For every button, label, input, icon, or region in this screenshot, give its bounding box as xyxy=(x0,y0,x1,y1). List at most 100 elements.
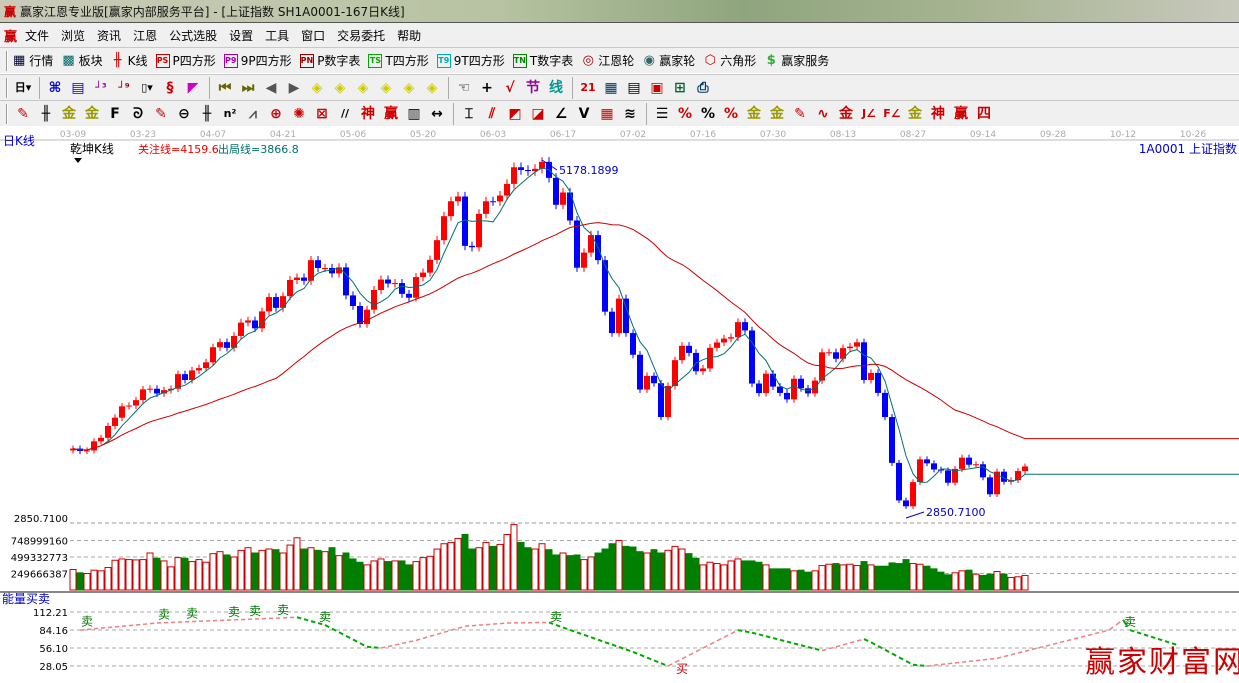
menu-item[interactable]: 资讯 xyxy=(97,28,122,43)
calculator-icon[interactable]: ▦ xyxy=(604,79,618,96)
toolbar-t-number-table-button[interactable]: TN T数字表 xyxy=(512,52,573,69)
gold-1-icon[interactable]: 金 xyxy=(62,105,76,122)
toolbar-winner-wheel-button[interactable]: ◉ 赢家轮 xyxy=(642,52,696,69)
gold-angle-icon[interactable]: 金 xyxy=(908,105,922,122)
zoom-left-icon[interactable]: ◈ xyxy=(311,79,323,96)
ying-angle-icon[interactable]: 赢 xyxy=(954,105,968,122)
next-icon[interactable]: ▶ xyxy=(288,79,300,96)
levels-icon[interactable]: ☰ xyxy=(655,105,669,122)
toolbar-p-number-table-button[interactable]: PN P数字表 xyxy=(299,52,360,69)
width-icon[interactable]: ↔ xyxy=(431,105,443,122)
menu-item[interactable]: 江恩 xyxy=(133,28,158,43)
angle-icon[interactable]: // xyxy=(340,106,350,120)
grid2-icon[interactable]: ▦ xyxy=(600,105,614,122)
indicator-3-icon[interactable]: ┘³ xyxy=(95,80,107,94)
toolbar-t-square-button[interactable]: TS T四方形 xyxy=(368,52,429,69)
toolbar-grip[interactable] xyxy=(6,50,8,71)
gann-fan-icon[interactable]: ∠ xyxy=(554,105,568,122)
zoom-out-icon[interactable]: ◈ xyxy=(426,79,438,96)
toolbar-quotes-button[interactable]: ▦ 行情 xyxy=(12,52,53,69)
n2-icon[interactable]: n² xyxy=(223,106,237,120)
si-angle-icon[interactable]: 四 xyxy=(977,105,991,122)
wave-icon[interactable]: ∿ xyxy=(817,105,829,122)
candle-type-icon[interactable]: ▯▾ xyxy=(141,80,153,94)
network-icon[interactable]: ⊞ xyxy=(674,79,686,96)
zoom-in-icon[interactable]: ◈ xyxy=(403,79,415,96)
target-icon[interactable]: ⊕ xyxy=(270,105,282,122)
toolbar-winner-service-button[interactable]: $ 赢家服务 xyxy=(764,52,830,69)
parallel-icon[interactable]: ╫ xyxy=(41,105,51,122)
circle-icon[interactable]: ⊖ xyxy=(178,105,190,122)
kline-chart[interactable]: 03-09 03-23 04-07 04-21 05-06 05-20 06-03 06-17… xyxy=(0,127,1239,683)
j-angle-icon[interactable]: J∠ xyxy=(862,106,876,120)
color-set-icon[interactable]: § xyxy=(166,79,174,96)
menu-item[interactable]: 帮助 xyxy=(397,28,422,43)
shen-angle-icon[interactable]: 神 xyxy=(931,105,945,122)
menu-item[interactable]: 文件 xyxy=(25,28,50,43)
gold-levels-icon[interactable]: 金 xyxy=(770,105,784,122)
menu-item[interactable]: 设置 xyxy=(229,28,254,43)
f-angle-icon[interactable]: F∠ xyxy=(883,106,901,120)
zoom-h-icon[interactable]: ◈ xyxy=(357,79,369,96)
gann-box2-icon[interactable]: ◪ xyxy=(531,105,545,122)
notes-icon[interactable]: ▤ xyxy=(71,79,85,96)
pen-icon[interactable]: ✎ xyxy=(17,105,29,122)
hand-icon[interactable]: ☜ xyxy=(457,79,471,96)
ying-icon[interactable]: 赢 xyxy=(384,105,398,122)
section-icon[interactable]: 节 xyxy=(526,79,540,96)
percent-icon[interactable]: % xyxy=(700,105,716,122)
menu-item[interactable]: 交易委托 xyxy=(337,28,386,43)
trend-icon[interactable]: √ xyxy=(505,79,515,96)
spiral-icon[interactable]: ᘐ xyxy=(133,105,143,122)
report-icon[interactable]: ▤ xyxy=(627,79,641,96)
radial-icon[interactable]: ✺ xyxy=(293,105,305,122)
printer-icon[interactable]: ⎙ xyxy=(697,79,709,96)
menu-item[interactable]: 窗口 xyxy=(301,28,326,43)
indicator-name[interactable]: 乾坤K线 xyxy=(70,141,114,156)
crosshair-icon[interactable]: + xyxy=(481,79,493,96)
gold-red-icon[interactable]: 金 xyxy=(839,105,853,122)
gold-2-icon[interactable]: 金 xyxy=(85,105,99,122)
marker-icon[interactable]: ✎ xyxy=(155,105,167,122)
calendar-icon[interactable]: 21 xyxy=(580,80,596,94)
menu-item[interactable]: 浏览 xyxy=(61,28,86,43)
gann-box-icon[interactable]: ◩ xyxy=(508,105,522,122)
toolbar-grip[interactable] xyxy=(6,103,8,124)
pencil-levels-icon[interactable]: ✎ xyxy=(794,105,806,122)
fan-icon[interactable]: ⩘ xyxy=(249,105,257,122)
toolbar-hexagon-button[interactable]: ⬡ 六角形 xyxy=(703,52,757,69)
gold-circle-icon[interactable]: 金 xyxy=(747,105,761,122)
frame-icon[interactable]: ⌶ xyxy=(464,105,474,122)
toolbar-sector-button[interactable]: ▩ 板块 xyxy=(61,52,102,69)
multi-line-icon[interactable]: ≋ xyxy=(624,105,636,122)
toolbar-kline-button[interactable]: ╫ K线 xyxy=(111,52,148,69)
ruler-icon[interactable]: ▥ xyxy=(407,105,421,122)
shen-icon[interactable]: 神 xyxy=(361,105,375,122)
line-mode-icon[interactable]: 线 xyxy=(549,79,563,96)
percent-line-icon[interactable]: % xyxy=(677,105,693,122)
grid-icon[interactable]: ╫ xyxy=(202,105,212,122)
toolbar-9p-square-button[interactable]: P9 9P四方形 xyxy=(223,52,292,69)
save-icon[interactable]: ▣ xyxy=(650,79,664,96)
menu-item[interactable]: 公式选股 xyxy=(169,28,218,43)
box-icon[interactable]: ⊠ xyxy=(316,105,328,122)
prev-icon[interactable]: ◀ xyxy=(265,79,277,96)
indicator-9-icon[interactable]: ┘⁹ xyxy=(118,80,130,94)
v-line-icon[interactable]: V xyxy=(578,105,590,122)
toolbar-p-square-button[interactable]: PS P四方形 xyxy=(155,52,216,69)
toolbar-gann-wheel-button[interactable]: ◎ 江恩轮 xyxy=(581,52,635,69)
toolbar-9t-square-button[interactable]: T9 9T四方形 xyxy=(436,52,505,69)
zoom-right-icon[interactable]: ◈ xyxy=(334,79,346,96)
fib-icon[interactable]: F xyxy=(110,105,120,122)
last-icon[interactable]: ⏭ xyxy=(241,79,255,96)
toolbar-grip[interactable] xyxy=(6,77,8,98)
menu-item[interactable]: 工具 xyxy=(265,28,290,43)
zoom-all-icon[interactable]: ◈ xyxy=(380,79,392,96)
percent-levels-icon[interactable]: % xyxy=(723,105,739,122)
period-day-icon[interactable]: 日▾ xyxy=(14,80,32,94)
rays-icon[interactable]: ⫽ xyxy=(488,105,496,122)
draw-select-icon[interactable]: ⌘ xyxy=(48,79,62,96)
indicator-dropdown-icon[interactable] xyxy=(74,158,82,163)
flag-icon[interactable]: ◤ xyxy=(187,79,199,96)
first-icon[interactable]: ⏮ xyxy=(218,79,232,96)
